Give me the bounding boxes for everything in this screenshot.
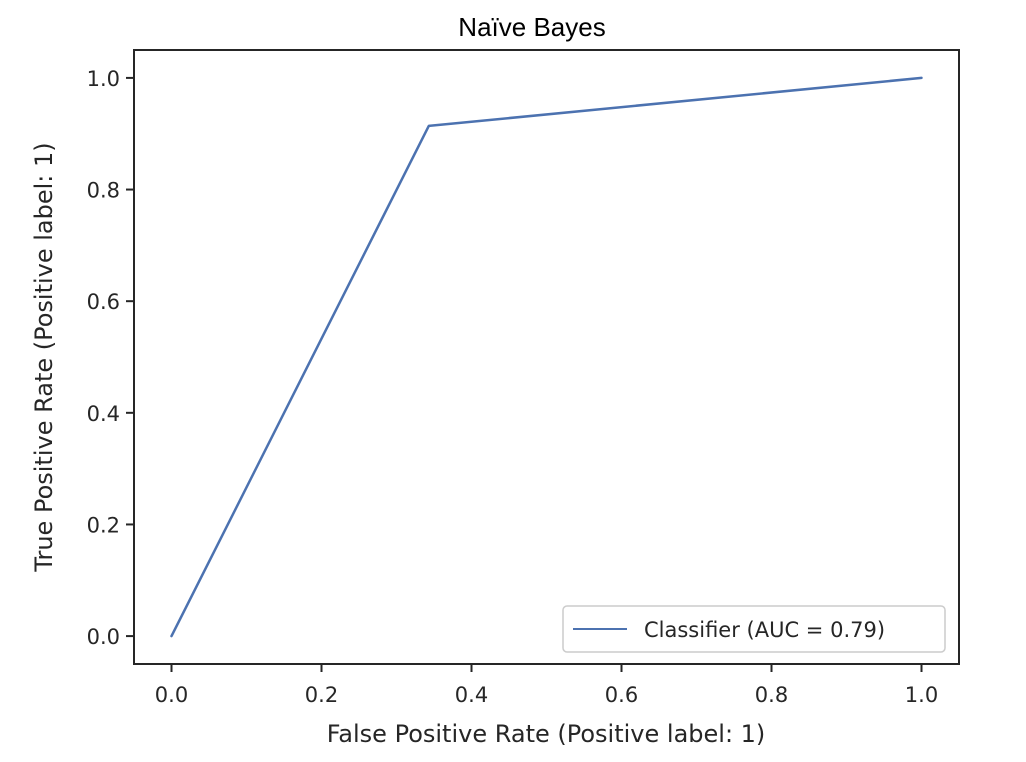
y-tick-label: 0.2: [87, 513, 120, 537]
y-tick-label: 0.8: [87, 179, 120, 203]
x-tick-label: 0.0: [155, 683, 188, 707]
x-axis-label: False Positive Rate (Positive label: 1): [327, 720, 766, 748]
plot-frame: [133, 49, 960, 665]
x-tick-label: 0.2: [305, 683, 338, 707]
x-tick-label: 1.0: [905, 683, 938, 707]
chart-title: Naïve Bayes: [458, 12, 605, 42]
x-axis: 0.0 0.2 0.4 0.6 0.8 1.0: [155, 664, 938, 707]
series-layer: [170, 76, 923, 638]
y-axis-label: True Positive Rate (Positive label: 1): [30, 142, 58, 572]
y-tick-label: 0.6: [87, 290, 120, 314]
x-tick-label: 0.8: [755, 683, 788, 707]
x-tick-label: 0.6: [605, 683, 638, 707]
legend: Classifier (AUC = 0.79): [562, 605, 946, 653]
y-tick-label: 0.4: [87, 402, 120, 426]
y-tick-label: 0.0: [87, 625, 120, 649]
legend-entry-label: Classifier (AUC = 0.79): [644, 618, 885, 642]
y-tick-label: 1.0: [87, 67, 120, 91]
roc-curve-line: [170, 76, 923, 638]
x-tick-label: 0.4: [455, 683, 488, 707]
y-axis: 0.0 0.2 0.4 0.6 0.8 1.0: [87, 67, 134, 649]
legend-box: [562, 605, 946, 653]
